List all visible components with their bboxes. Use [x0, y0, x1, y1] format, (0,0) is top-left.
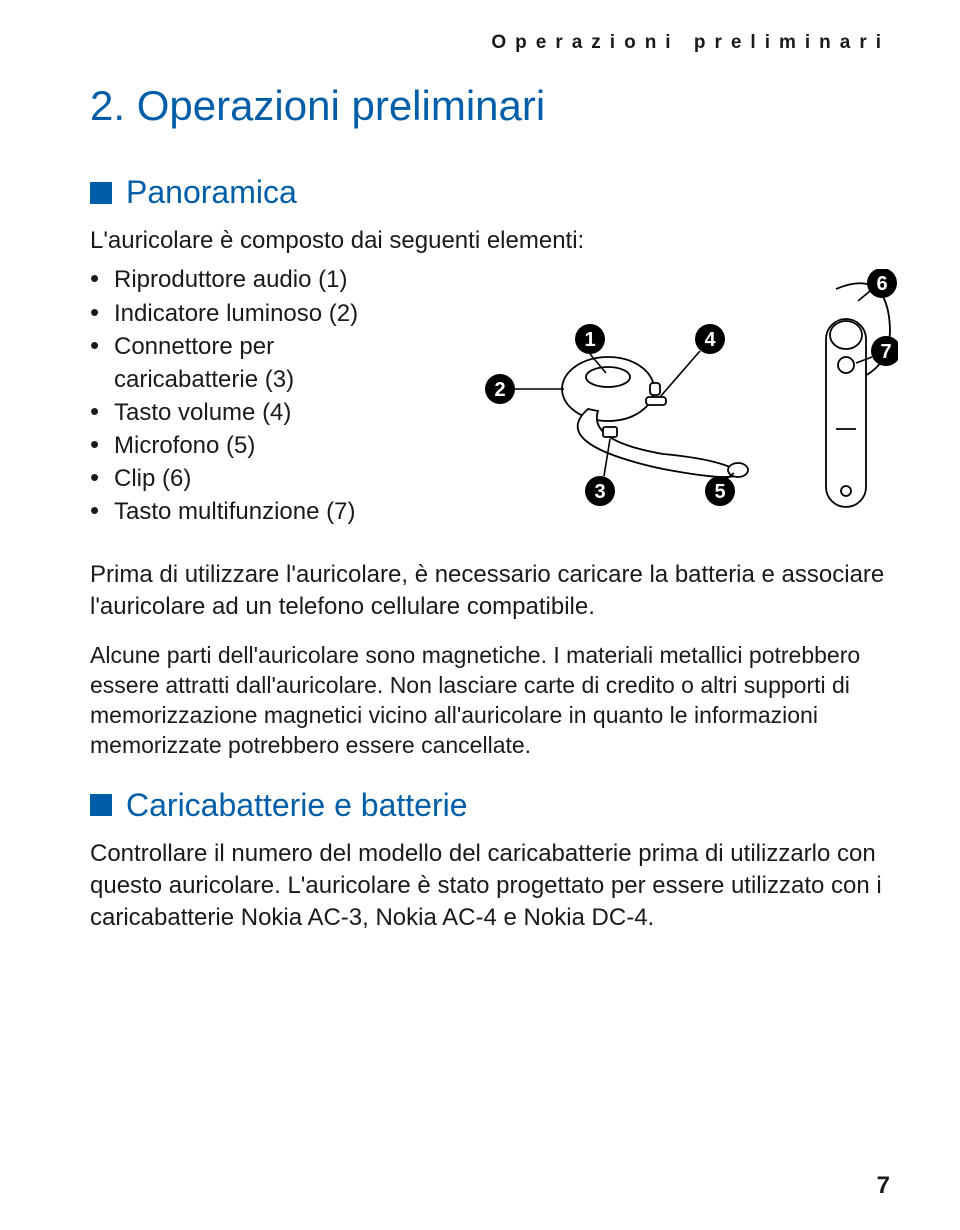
section-caricabatterie: Caricabatterie e batterie — [90, 787, 890, 824]
panoramica-row: Riproduttore audio (1) Indicatore lumino… — [90, 263, 890, 549]
chapter-title: 2. Operazioni preliminari — [90, 82, 890, 130]
components-list: Riproduttore audio (1) Indicatore lumino… — [90, 263, 418, 528]
list-item: Indicatore luminoso (2) — [90, 297, 418, 330]
square-bullet-icon — [90, 794, 112, 816]
caricabatterie-para-1: Controllare il numero del modello del ca… — [90, 838, 890, 934]
panoramica-intro: L'auricolare è composto dai seguenti ele… — [90, 225, 890, 257]
section-title-text: Panoramica — [126, 174, 297, 211]
callout-7: 7 — [880, 341, 891, 363]
page-number: 7 — [877, 1172, 890, 1200]
panoramica-para-2: Alcune parti dell'auricolare sono magnet… — [90, 641, 890, 761]
callout-1: 1 — [584, 329, 595, 351]
list-item: Connettore per caricabatterie (3) — [90, 330, 418, 396]
section-panoramica: Panoramica — [90, 174, 890, 211]
callout-2: 2 — [494, 379, 505, 401]
callout-3: 3 — [594, 481, 605, 503]
list-item: Tasto volume (4) — [90, 396, 418, 429]
list-item: Tasto multifunzione (7) — [90, 495, 418, 528]
section-title-text: Caricabatterie e batterie — [126, 787, 468, 824]
list-item: Clip (6) — [90, 462, 418, 495]
list-item: Microfono (5) — [90, 429, 418, 462]
callout-6: 6 — [876, 273, 887, 295]
callout-4: 4 — [704, 329, 716, 351]
panoramica-para-1: Prima di utilizzare l'auricolare, è nece… — [90, 559, 890, 623]
square-bullet-icon — [90, 182, 112, 204]
callout-5: 5 — [714, 481, 725, 503]
running-header: Operazioni preliminari — [90, 32, 890, 54]
headset-diagram: 1 2 3 4 5 6 — [438, 263, 898, 549]
list-item: Riproduttore audio (1) — [90, 263, 418, 296]
